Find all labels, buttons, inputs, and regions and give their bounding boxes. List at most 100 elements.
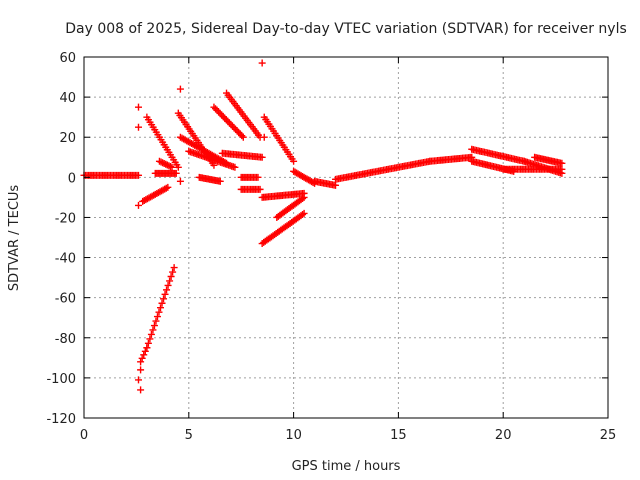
data-point bbox=[236, 130, 244, 138]
data-point bbox=[299, 195, 307, 203]
data-point bbox=[162, 184, 170, 192]
data-point bbox=[558, 159, 566, 167]
x-tick-label: 20 bbox=[495, 428, 512, 443]
data-point bbox=[144, 339, 152, 347]
data-point bbox=[137, 358, 145, 366]
data-point bbox=[140, 351, 148, 359]
y-tick-label: -120 bbox=[46, 412, 76, 427]
y-tick-labels: -120 -100 -80 -60 -40 -20 0 20 40 60 bbox=[46, 51, 76, 427]
data-point bbox=[164, 183, 172, 191]
data-point bbox=[225, 119, 233, 127]
data-point bbox=[155, 157, 163, 165]
data-point bbox=[254, 173, 262, 181]
data-point bbox=[176, 177, 184, 185]
y-tick-label: -80 bbox=[55, 332, 76, 347]
data-point bbox=[149, 326, 157, 334]
data-point bbox=[256, 185, 264, 193]
y-tick-label: 60 bbox=[59, 51, 76, 66]
data-point bbox=[162, 160, 170, 168]
data-point bbox=[160, 160, 168, 168]
data-point bbox=[146, 335, 154, 343]
data-point bbox=[233, 127, 241, 135]
data-point bbox=[211, 105, 219, 113]
data-point bbox=[134, 123, 142, 131]
data-point bbox=[231, 163, 239, 171]
x-tick-labels: 0 5 10 15 20 25 bbox=[80, 428, 616, 443]
data-point bbox=[300, 193, 308, 201]
data-point bbox=[232, 125, 240, 133]
data-point bbox=[238, 132, 246, 140]
data-point bbox=[166, 277, 174, 285]
y-tick-label: 0 bbox=[68, 171, 76, 186]
data-point bbox=[290, 157, 298, 165]
axis-ticks bbox=[83, 56, 609, 419]
data-point bbox=[228, 122, 236, 130]
data-point bbox=[134, 201, 142, 209]
data-point bbox=[141, 347, 149, 355]
x-tick-label: 25 bbox=[600, 428, 617, 443]
data-point bbox=[300, 209, 308, 217]
data-point bbox=[161, 290, 169, 298]
data-point bbox=[153, 313, 161, 321]
data-point bbox=[134, 376, 142, 384]
data-point bbox=[176, 85, 184, 93]
y-tick-label: 20 bbox=[59, 131, 76, 146]
data-point bbox=[157, 304, 165, 312]
data-point bbox=[222, 116, 230, 124]
data-point bbox=[150, 322, 158, 330]
data-point bbox=[147, 330, 155, 338]
data-point bbox=[174, 163, 182, 171]
data-point bbox=[167, 272, 175, 280]
data-point bbox=[170, 264, 178, 272]
data-point bbox=[227, 121, 235, 129]
data-point bbox=[143, 344, 151, 352]
y-tick-label: -40 bbox=[55, 252, 76, 267]
y-axis-label: SDTVAR / TECUs bbox=[7, 185, 22, 292]
data-point bbox=[224, 117, 232, 125]
y-tick-label: -60 bbox=[55, 292, 76, 307]
data-point bbox=[169, 268, 177, 276]
plot-frame bbox=[83, 56, 609, 419]
data-point bbox=[137, 386, 145, 394]
x-axis-label: GPS time / hours bbox=[292, 459, 401, 474]
data-points bbox=[80, 59, 566, 394]
data-point bbox=[160, 295, 168, 303]
data-point bbox=[510, 167, 518, 175]
data-point bbox=[165, 162, 173, 170]
data-point bbox=[230, 124, 238, 132]
data-point bbox=[258, 59, 266, 67]
data-point bbox=[210, 103, 218, 111]
data-point bbox=[239, 133, 247, 141]
chart-title: Day 008 of 2025, Sidereal Day-to-day VTE… bbox=[65, 21, 627, 37]
data-point bbox=[235, 128, 243, 136]
data-point bbox=[134, 103, 142, 111]
y-tick-label: -100 bbox=[46, 372, 76, 387]
data-point bbox=[221, 114, 229, 122]
x-tick-label: 10 bbox=[285, 428, 302, 443]
data-point bbox=[159, 159, 167, 167]
data-point bbox=[138, 354, 146, 362]
y-tick-label: -20 bbox=[55, 211, 76, 226]
data-point bbox=[155, 308, 163, 316]
data-point bbox=[213, 106, 221, 114]
data-point bbox=[172, 169, 180, 177]
data-point bbox=[158, 299, 166, 307]
data-point bbox=[258, 153, 266, 161]
data-point bbox=[152, 317, 160, 325]
data-point bbox=[216, 177, 224, 185]
data-point bbox=[164, 281, 172, 289]
y-tick-label: 40 bbox=[59, 91, 76, 106]
x-tick-label: 15 bbox=[390, 428, 407, 443]
data-point bbox=[219, 113, 227, 121]
data-point bbox=[134, 171, 142, 179]
data-point bbox=[299, 211, 307, 219]
data-point bbox=[332, 181, 340, 189]
x-tick-label: 0 bbox=[80, 428, 88, 443]
x-tick-label: 5 bbox=[185, 428, 193, 443]
data-point bbox=[137, 366, 145, 374]
data-point bbox=[218, 111, 226, 119]
data-point bbox=[163, 286, 171, 294]
data-point bbox=[215, 108, 223, 116]
data-point bbox=[157, 158, 165, 166]
